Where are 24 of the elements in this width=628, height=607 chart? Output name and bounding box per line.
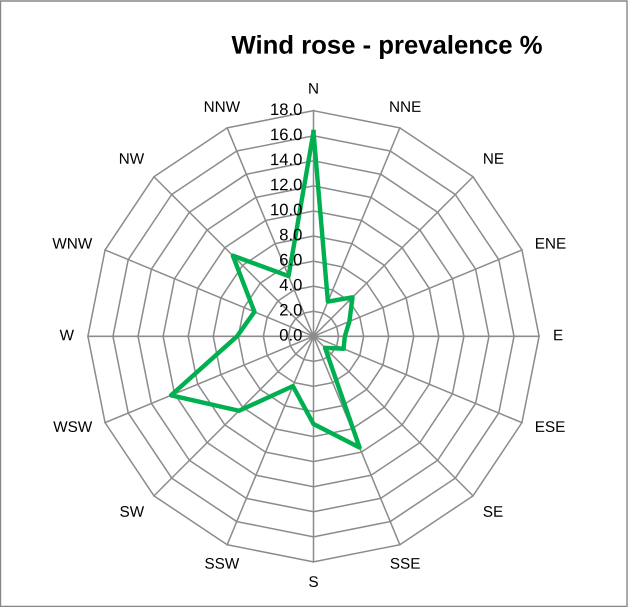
- y-tick-label: 12.0: [271, 178, 302, 190]
- y-tick-label: 18.0: [271, 103, 302, 116]
- spoke-label: SW: [120, 506, 144, 517]
- spoke-label: E: [554, 330, 563, 340]
- spoke-label: NNW: [204, 101, 240, 112]
- spoke-label: SSE: [390, 558, 420, 569]
- spoke-label: WNW: [52, 238, 92, 249]
- spoke-label: ENE: [536, 238, 566, 249]
- spoke-label: S: [309, 576, 318, 588]
- spoke-label: NW: [120, 153, 144, 164]
- spoke-label: WSW: [53, 421, 92, 432]
- chart-title: Wind rose - prevalence %: [232, 35, 542, 59]
- y-tick-label: 2.0: [280, 304, 302, 316]
- y-tick-label: 4.0: [280, 278, 302, 291]
- y-tick-label: 16.0: [271, 128, 302, 140]
- spoke-label: SSW: [205, 558, 240, 569]
- spoke-label: N: [309, 83, 318, 94]
- spoke-label: W: [60, 330, 74, 340]
- spoke-label: SE: [484, 506, 503, 517]
- spoke-label: NNE: [390, 101, 421, 112]
- spoke-label: ESE: [536, 421, 565, 432]
- y-tick-label: 0.0: [280, 328, 302, 341]
- y-tick-label: 14.0: [271, 154, 302, 166]
- spoke-label: NE: [484, 153, 504, 164]
